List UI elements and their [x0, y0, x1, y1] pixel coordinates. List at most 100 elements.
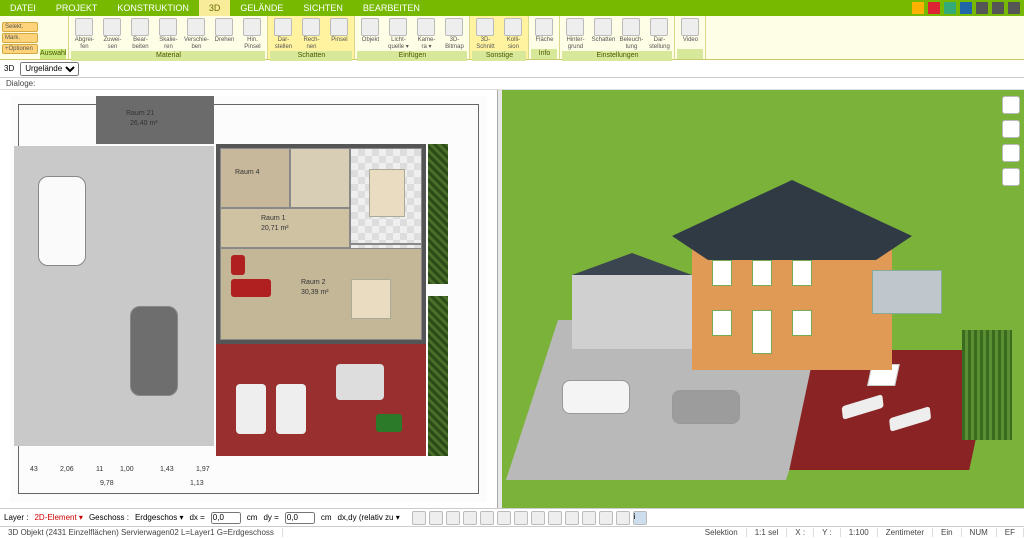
- unit-cm: cm: [321, 513, 332, 522]
- ribbon-button[interactable]: Dar- stellen: [270, 17, 296, 51]
- ribbon-button[interactable]: Kolli- sion: [500, 17, 526, 51]
- settings-icon[interactable]: [960, 2, 972, 14]
- geschoss-select[interactable]: Erdgeschos ▾: [135, 513, 183, 522]
- group-label-auswahl: Auswahl: [40, 49, 66, 59]
- status-ef: EF: [997, 528, 1024, 537]
- ribbon-group-material: Abgrei- fenZuwei- senBear- beitenSkalie-…: [69, 16, 268, 59]
- ribbon-button[interactable]: Schatten: [590, 17, 616, 51]
- status-bar: 3D Objekt (2431 Einzelflächen) Servierwa…: [0, 526, 1024, 538]
- tool-icon[interactable]: [565, 511, 579, 525]
- ribbon-button[interactable]: Bear- beiten: [127, 17, 153, 51]
- ribbon-group-video: Video: [675, 16, 706, 59]
- tool-icon[interactable]: [446, 511, 460, 525]
- chair-icon[interactable]: [1002, 120, 1020, 138]
- close-icon[interactable]: [1008, 2, 1020, 14]
- group-label-material: Material: [71, 51, 265, 61]
- ribbon-button[interactable]: Video: [677, 17, 703, 49]
- tool-icon[interactable]: [582, 511, 596, 525]
- group-label-video: [677, 49, 703, 59]
- select-button[interactable]: Selekt.: [2, 22, 38, 32]
- pencil-icon[interactable]: [928, 2, 940, 14]
- view-selector-bar: 3D Urgelände: [0, 60, 1024, 78]
- layers-icon[interactable]: [1002, 96, 1020, 114]
- status-unit: Zentimeter: [878, 528, 933, 537]
- control-bar-tools: i: [412, 511, 647, 525]
- ribbon-button[interactable]: Abgrei- fen: [71, 17, 97, 51]
- ribbon-button[interactable]: Zuwei- sen: [99, 17, 125, 51]
- unit-cm: cm: [247, 513, 258, 522]
- menu-bearbeiten[interactable]: BEARBEITEN: [353, 0, 430, 16]
- tool-icon[interactable]: [429, 511, 443, 525]
- coord-mode[interactable]: dx,dy (relativ zu ▾: [337, 513, 399, 522]
- ribbon-button[interactable]: Licht- quelle ▾: [385, 17, 411, 51]
- status-selektion: Selektion: [697, 528, 747, 537]
- tool-icon[interactable]: [548, 511, 562, 525]
- info-icon[interactable]: i: [633, 511, 647, 525]
- ribbon-button[interactable]: Pinsel: [326, 17, 352, 51]
- fp-car-white: [38, 176, 86, 266]
- maximize-icon[interactable]: [992, 2, 1004, 14]
- ribbon-button[interactable]: Kame- ra ▾: [413, 17, 439, 51]
- layer-label: Layer :: [4, 513, 28, 522]
- tool-icon[interactable]: [616, 511, 630, 525]
- tool-icon[interactable]: [599, 511, 613, 525]
- ribbon-button[interactable]: 3D- Bitmap: [441, 17, 467, 51]
- terrain-select[interactable]: Urgelände: [20, 62, 79, 76]
- geschoss-label: Geschoss :: [89, 513, 129, 522]
- workspace: Raum 21 26,40 m² Raum 4 Raum 1 20,71 m²: [0, 90, 1024, 508]
- ribbon-button[interactable]: Beleuch- tung: [618, 17, 644, 51]
- title-bar-icons: [912, 2, 1024, 14]
- menu-konstruktion[interactable]: KONSTRUKTION: [107, 0, 199, 16]
- scene-3d[interactable]: [502, 90, 1024, 508]
- fp-terrace: [216, 344, 426, 456]
- tool-icon[interactable]: [531, 511, 545, 525]
- ribbon-button[interactable]: 3D- Schnitt: [472, 17, 498, 51]
- options-icon[interactable]: [944, 2, 956, 14]
- ribbon-group-sonstige: 3D- SchnittKolli- sion Sonstige: [470, 16, 529, 59]
- scene-garage: [572, 275, 692, 349]
- layer-select[interactable]: 2D-Element ▾: [34, 513, 82, 522]
- minimize-icon[interactable]: [976, 2, 988, 14]
- menu-datei[interactable]: DATEI: [0, 0, 46, 16]
- help-icon[interactable]: [912, 2, 924, 14]
- floorplan-canvas[interactable]: Raum 21 26,40 m² Raum 4 Raum 1 20,71 m²: [10, 96, 487, 502]
- menu-3d[interactable]: 3D: [199, 0, 231, 16]
- group-label-info: Info: [531, 49, 557, 59]
- tool-icon[interactable]: [480, 511, 494, 525]
- dy-label: dy =: [263, 513, 278, 522]
- dx-input[interactable]: [211, 512, 241, 524]
- pane-2d-floorplan[interactable]: Raum 21 26,40 m² Raum 4 Raum 1 20,71 m²: [0, 90, 498, 508]
- mark-button[interactable]: Mark.: [2, 33, 38, 43]
- ribbon-button[interactable]: Drehen: [211, 17, 237, 51]
- status-sel-count: 1:1 sel: [747, 528, 788, 537]
- menu-projekt[interactable]: PROJEKT: [46, 0, 108, 16]
- tool-icon[interactable]: [412, 511, 426, 525]
- options-button[interactable]: +Optionen: [2, 44, 38, 54]
- status-object-info: 3D Objekt (2431 Einzelflächen) Servierwa…: [0, 528, 283, 537]
- ribbon-button[interactable]: Verschie- ben: [183, 17, 209, 51]
- ribbon-button[interactable]: Skalie- ren: [155, 17, 181, 51]
- tool-icon[interactable]: [514, 511, 528, 525]
- fp-hedge: [428, 296, 448, 456]
- ribbon-button[interactable]: Hinter- grund: [562, 17, 588, 51]
- menu-sichten[interactable]: SICHTEN: [293, 0, 353, 16]
- ribbon-button[interactable]: Hin. Pinsel: [239, 17, 265, 51]
- scene-house: [692, 180, 892, 370]
- ribbon-button[interactable]: Dar- stellung: [646, 17, 672, 51]
- dy-input[interactable]: [285, 512, 315, 524]
- tree-icon[interactable]: [1002, 168, 1020, 186]
- pane-3d-view[interactable]: [502, 90, 1024, 508]
- menu-bar: DATEI PROJEKT KONSTRUKTION 3D GELÄNDE SI…: [0, 0, 1024, 16]
- menu-gelaende[interactable]: GELÄNDE: [230, 0, 293, 16]
- ribbon-button[interactable]: Fläche: [531, 17, 557, 49]
- ribbon-button[interactable]: Rech- nen: [298, 17, 324, 51]
- tool-icon[interactable]: [463, 511, 477, 525]
- ribbon-quick-select: Selekt. Mark. +Optionen: [0, 16, 38, 59]
- palette-icon[interactable]: [1002, 144, 1020, 162]
- ribbon-button[interactable]: Objekt: [357, 17, 383, 51]
- viewport-side-tools: [1002, 96, 1020, 186]
- tool-icon[interactable]: [497, 511, 511, 525]
- scene-car-white: [562, 380, 630, 414]
- group-label-einfuegen: Einfügen: [357, 51, 467, 61]
- dx-label: dx =: [189, 513, 204, 522]
